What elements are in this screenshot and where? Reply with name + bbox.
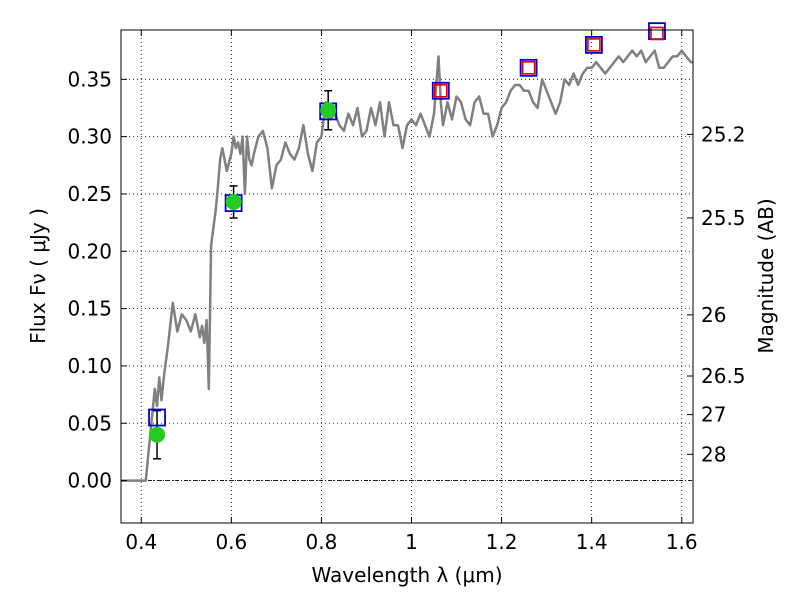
y-tick-label: 0.05 <box>67 411 112 435</box>
markers-layer <box>148 22 666 460</box>
red-square-marker <box>587 38 601 52</box>
y-tick-label: 0.00 <box>67 469 112 493</box>
tick-marks <box>121 30 693 523</box>
y-tick-label: 0.20 <box>67 239 112 263</box>
y-tick-label: 0.15 <box>67 297 112 321</box>
red-square-marker <box>521 61 536 75</box>
x-tick-labels: 0.4 0.6 0.8 1 1.2 1.4 1.6 <box>125 530 697 554</box>
y-tick-label: 0.30 <box>67 125 112 149</box>
model-photometry-square <box>585 36 603 54</box>
magnitude-tick-label: 25.5 <box>701 206 746 230</box>
observed-point <box>149 426 166 443</box>
magnitude-tick-label: 26 <box>701 303 726 327</box>
y-axis-label: Flux Fν ( μJy ) <box>26 208 50 344</box>
x-tick-label: 1.2 <box>486 530 518 554</box>
x-tick-label: 1 <box>405 530 418 554</box>
y-tick-label: 0.10 <box>67 354 112 378</box>
plot-frame <box>120 29 694 524</box>
magnitude-tick-label: 27 <box>701 403 726 427</box>
x-tick-label: 1.6 <box>666 530 698 554</box>
magnitude-tick-label: 26.5 <box>701 364 746 388</box>
x-axis-label: Wavelength λ (μm) <box>311 563 502 587</box>
model-photometry-square <box>431 81 450 100</box>
observed-point <box>225 193 242 210</box>
grid-lines <box>121 30 693 523</box>
model-photometry-square <box>148 408 166 427</box>
y-tick-label: 0.35 <box>67 67 112 91</box>
x-tick-label: 1.4 <box>576 530 608 554</box>
model-spectrum-line <box>121 49 693 482</box>
x-tick-label: 0.8 <box>306 530 338 554</box>
observed-point <box>320 102 337 119</box>
x-tick-label: 0.4 <box>125 530 157 554</box>
red-square-marker <box>433 83 448 98</box>
magnitude-tick-label: 28 <box>701 442 726 466</box>
model-photometry-square <box>519 58 538 77</box>
model-spectrum-layer <box>121 49 693 482</box>
y-tick-label: 0.25 <box>67 182 112 206</box>
red-square-marker <box>650 26 664 41</box>
y-tick-labels: 0.00 0.05 0.10 0.15 0.20 0.25 0.30 0.35 <box>67 67 112 492</box>
y2-axis-label: Magnitude (AB) <box>754 198 778 353</box>
magnitude-tick-label: 25.2 <box>701 122 746 146</box>
x-tick-label: 0.6 <box>215 530 247 554</box>
